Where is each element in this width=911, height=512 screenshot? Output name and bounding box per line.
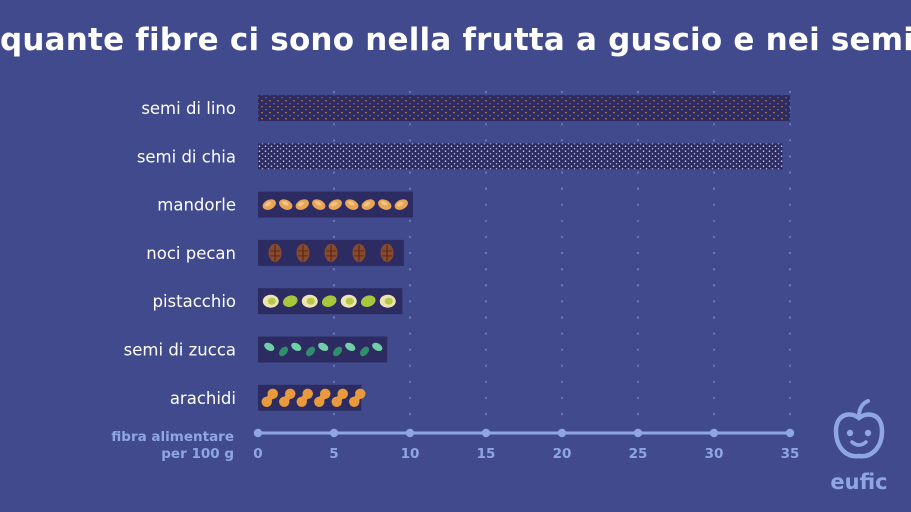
x-tick-label: 15 xyxy=(477,446,496,462)
x-tick-label: 5 xyxy=(329,446,338,462)
pecan-icons xyxy=(268,243,394,262)
peanut-icons xyxy=(261,388,366,407)
category-label: semi di lino xyxy=(141,99,236,118)
category-label: semi di zucca xyxy=(124,341,236,360)
x-tick-label: 10 xyxy=(401,446,420,462)
chart-title: quante fibre ci sono nella frutta a gusc… xyxy=(0,22,911,58)
eufic-logo: eufic xyxy=(826,398,898,498)
category-label: arachidi xyxy=(170,389,236,408)
pumpkin-seed-icons xyxy=(264,342,383,357)
x-tick-label: 35 xyxy=(781,446,800,462)
bar-chia-seeds xyxy=(258,143,783,170)
category-label: pistacchio xyxy=(152,292,236,311)
x-tick-marker xyxy=(405,428,415,438)
x-tick-marker xyxy=(329,428,339,438)
x-axis-label: fibra alimentare xyxy=(111,429,234,445)
x-tick-label: 30 xyxy=(705,446,724,462)
x-tick-label: 0 xyxy=(253,446,262,462)
x-tick-marker xyxy=(633,428,643,438)
x-tick-label: 20 xyxy=(553,446,572,462)
x-tick-marker xyxy=(557,428,567,438)
apple-face-icon xyxy=(833,399,885,459)
x-tick-label: 25 xyxy=(629,446,648,462)
pistachio-icons xyxy=(262,294,396,308)
x-tick-marker xyxy=(709,428,719,438)
x-axis-label: per 100 g xyxy=(161,446,234,462)
almond-icons xyxy=(262,199,408,210)
x-tick-marker xyxy=(785,428,795,438)
x-tick-marker xyxy=(481,428,491,438)
x-tick-marker xyxy=(253,428,263,438)
category-label: noci pecan xyxy=(146,244,236,263)
bar-flax-seeds xyxy=(258,95,790,121)
logo-text: eufic xyxy=(830,470,888,494)
category-label: mandorle xyxy=(157,196,236,215)
category-label: semi di chia xyxy=(137,147,236,166)
